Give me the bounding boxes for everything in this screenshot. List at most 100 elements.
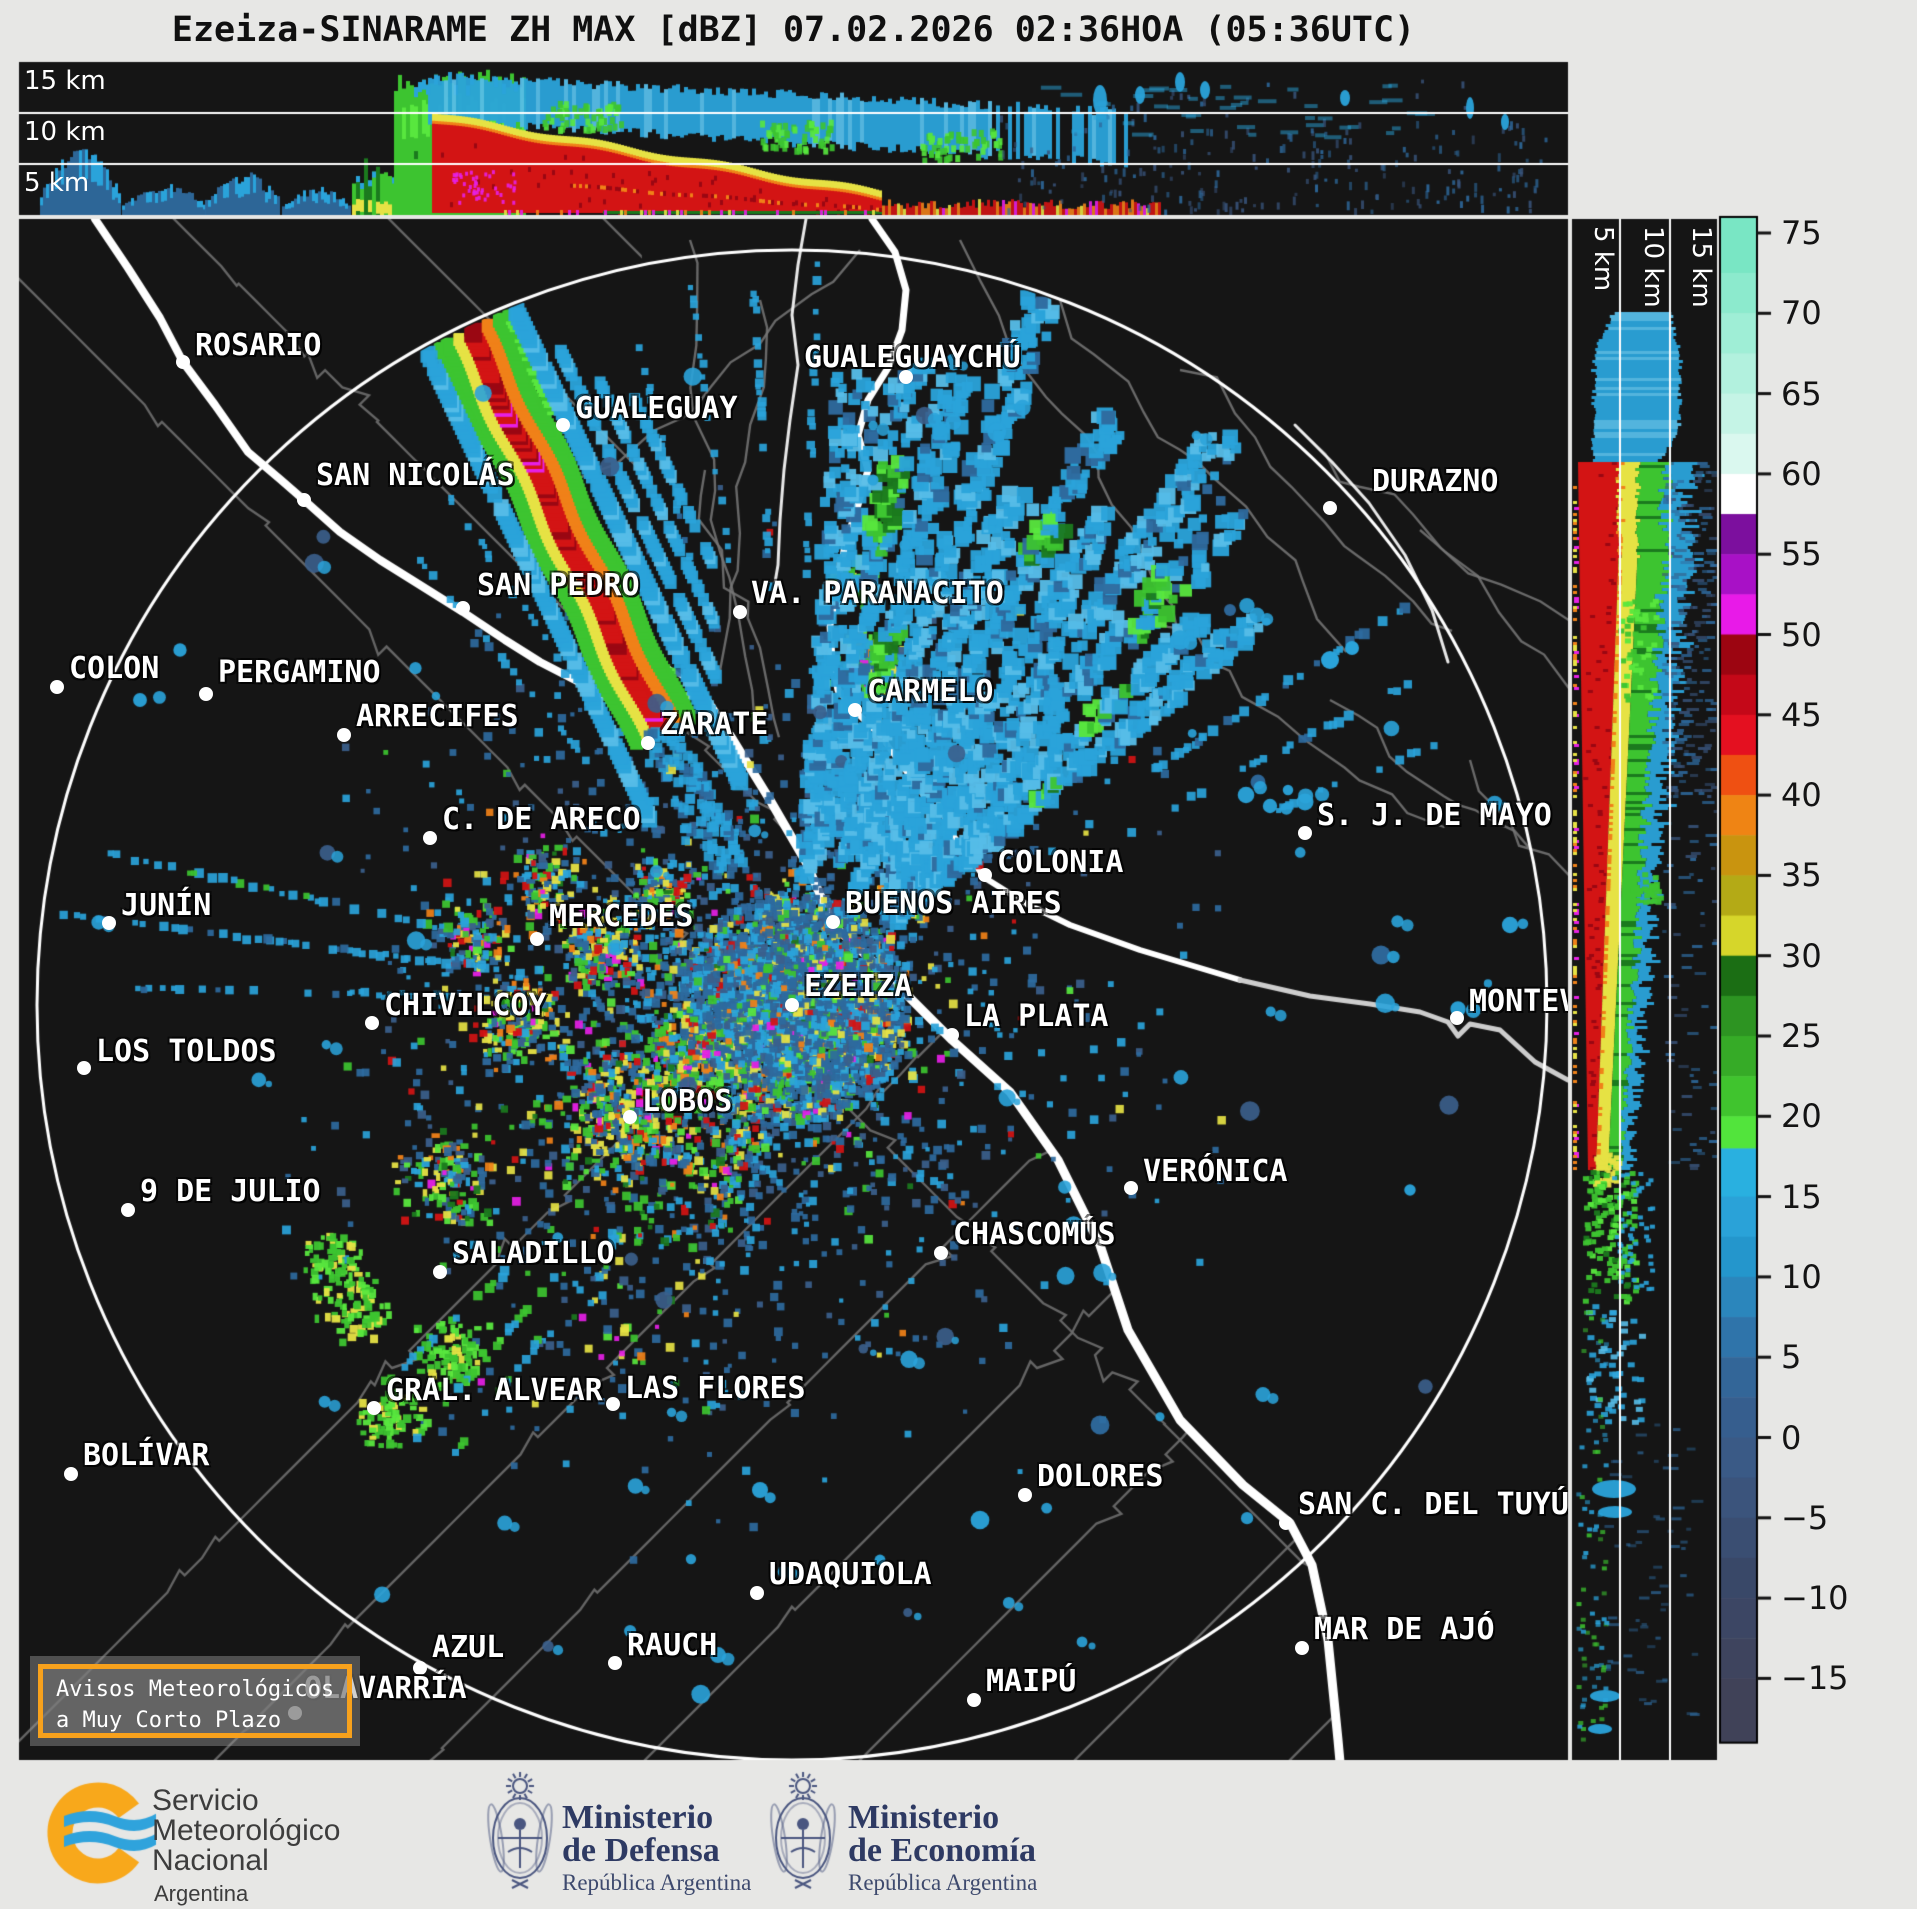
smn-line-3: Nacional: [152, 1844, 269, 1877]
city-dot: [978, 868, 992, 882]
city-dot: [750, 1586, 764, 1600]
colorbar-tick-label: 75: [1781, 214, 1822, 252]
city-dot: [623, 1110, 637, 1124]
city-dot: [826, 915, 840, 929]
city-label: VA. PARANACITO: [751, 576, 1004, 611]
city-dot: [899, 370, 913, 384]
alert-box-frame: Avisos Meteorológicos a Muy Corto Plazo: [38, 1664, 352, 1738]
colorbar-tick-label: 70: [1781, 294, 1822, 333]
city-label: GUALEGUAY: [575, 391, 738, 426]
city-dot: [102, 916, 116, 930]
city-dot: [199, 687, 213, 701]
alert-box[interactable]: Avisos Meteorológicos a Muy Corto Plazo: [30, 1656, 360, 1746]
city-label: LAS FLORES: [625, 1371, 806, 1406]
city-label: BOLÍVAR: [83, 1438, 210, 1473]
city-dot: [1018, 1488, 1032, 1502]
city-dot: [1323, 501, 1337, 515]
city-dot: [367, 1401, 381, 1415]
city-label: LA PLATA: [964, 999, 1109, 1034]
smn-line-2: Meteorológico: [152, 1814, 341, 1847]
colorbar-tick-label: 40: [1781, 776, 1822, 815]
colorbar-tick-label: 55: [1781, 535, 1822, 574]
city-label: C. DE ARECO: [442, 802, 641, 837]
colorbar-tick-label: 65: [1781, 374, 1822, 413]
colorbar-tick-label: 50: [1781, 615, 1822, 654]
city-label: LOS TOLDOS: [96, 1034, 277, 1069]
city-label: LOBOS: [642, 1084, 733, 1119]
city-label: UDAQUIOLA: [769, 1557, 932, 1592]
city-dot: [297, 493, 311, 507]
height-label: 15 km: [24, 66, 106, 96]
city-dot: [337, 728, 351, 742]
city-dot: [413, 1661, 427, 1675]
city-label: S. J. DE MAYO: [1317, 798, 1552, 833]
city-label: MONTEVIDEO: [1469, 984, 1568, 1019]
city-dot: [176, 355, 190, 369]
city-dot: [606, 1397, 620, 1411]
city-dot: [456, 601, 470, 615]
city-label: AZUL: [432, 1630, 505, 1665]
city-dot: [848, 703, 862, 717]
city-dot: [967, 1693, 981, 1707]
ministry-subtitle: República Argentina: [848, 1870, 1038, 1895]
height-label: 5 km: [24, 168, 90, 198]
city-label: SALADILLO: [452, 1236, 615, 1271]
ministry-defensa-wordmark: Ministerio de Defensa República Argentin…: [562, 1801, 751, 1896]
city-dot: [608, 1656, 622, 1670]
city-label: DURAZNO: [1372, 464, 1499, 499]
city-dot: [641, 736, 655, 750]
smn-line-1: Servicio: [152, 1784, 259, 1817]
height-label: 10 km: [24, 117, 106, 147]
city-label: RAUCH: [627, 1628, 718, 1663]
city-label: COLON: [69, 651, 160, 686]
city-label: GRAL. ALVEAR: [386, 1373, 603, 1408]
city-dot: [1450, 1011, 1464, 1025]
radar-map: ROSARIO GUALEGUAYCHÚ GUALEGUAY SAN NICOLÁS D…: [19, 219, 1568, 1760]
city-dot: [556, 418, 570, 432]
city-label: CARMELO: [867, 674, 994, 709]
city-label: SAN PEDRO: [477, 568, 640, 603]
city-label: JUNÍN: [121, 888, 212, 923]
city-dot: [1124, 1181, 1138, 1195]
ministry-line: de Economía: [848, 1832, 1036, 1869]
city-dot: [733, 605, 747, 619]
city-label: DOLORES: [1037, 1459, 1164, 1494]
city-dot: [433, 1265, 447, 1279]
city-dot: [64, 1467, 78, 1481]
ministry-line: de Defensa: [562, 1832, 720, 1869]
height-label: 15 km: [1686, 226, 1716, 308]
colorbar-tick-label: 30: [1781, 936, 1822, 975]
ministry-subtitle: República Argentina: [562, 1870, 752, 1895]
city-dot: [423, 831, 437, 845]
smn-wordmark: Servicio Meteorológico Nacional Argentin…: [152, 1786, 340, 1907]
colorbar-tick-label: −15: [1781, 1659, 1849, 1698]
city-label: MAR DE AJÓ: [1314, 1612, 1495, 1647]
colorbar-tick-label: −5: [1781, 1498, 1829, 1537]
city-label: ZARATE: [660, 707, 769, 742]
city-label: SAN C. DEL TUYÚ: [1298, 1487, 1568, 1522]
city-dot: [1279, 1516, 1293, 1530]
alert-line-1: Avisos Meteorológicos: [56, 1677, 335, 1702]
product-title: Ezeiza-SINARAME ZH MAX [dBZ] 07.02.2026 …: [171, 10, 1416, 50]
city-dot: [1298, 826, 1312, 840]
city-dot: [50, 680, 64, 694]
colorbar-tick-label: 0: [1781, 1418, 1802, 1457]
city-label: SAN NICOLÁS: [316, 458, 515, 493]
city-label: VERÓNICA: [1143, 1154, 1288, 1189]
city-dot: [77, 1061, 91, 1075]
city-label: PERGAMINO: [218, 655, 381, 690]
city-label: COLONIA: [997, 845, 1124, 880]
city-label: CHASCOMÚS: [953, 1217, 1116, 1252]
colorbar-tick-label: 15: [1781, 1177, 1822, 1216]
colorbar-tick-label: 45: [1781, 695, 1822, 734]
colorbar-tick-label: 25: [1781, 1017, 1822, 1055]
alert-line-2: a Muy Corto Plazo: [56, 1708, 282, 1733]
height-label: 10 km: [1638, 226, 1668, 308]
city-label: 9 DE JULIO: [140, 1174, 321, 1209]
city-dot: [1295, 1641, 1309, 1655]
colorbar-tick-label: 20: [1781, 1097, 1822, 1136]
city-dot: [365, 1016, 379, 1030]
city-label: EZEIZA: [804, 969, 913, 1004]
city-label: BUENOS AIRES: [845, 886, 1062, 921]
